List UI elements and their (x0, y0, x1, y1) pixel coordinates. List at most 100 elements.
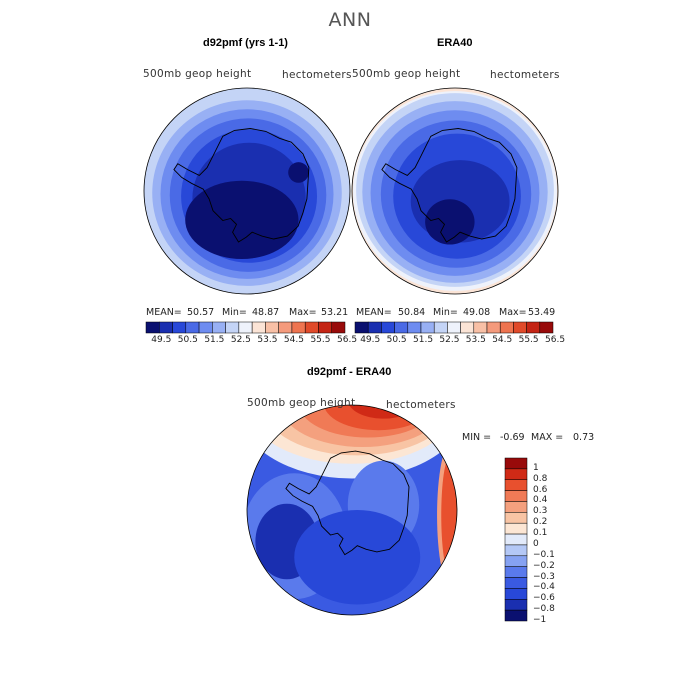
panel1-min-label: Min= (222, 307, 247, 318)
panel1-mean-value: 50.57 (187, 307, 215, 318)
panel2-map-border (351, 87, 559, 295)
panel2-max-label: Max= (499, 307, 527, 318)
colorbar-swatch (354, 321, 369, 334)
colorbar-tick-label: −0.1 (533, 549, 555, 560)
colorbar-tick-label: 50.5 (386, 335, 407, 345)
colorbar-tick-label: 51.5 (413, 335, 434, 345)
colorbar-tick-label: 50.5 (177, 335, 198, 345)
colorbar-swatch (504, 609, 528, 622)
colorbar-swatch (145, 321, 160, 334)
panel3-coastline (285, 450, 410, 556)
panel1-units-label: hectometers (282, 69, 352, 81)
panel1-variable-label: 500mb geop height (143, 68, 252, 80)
panel1-mean-label: MEAN= (146, 307, 182, 318)
colorbar-tick-label: 0.4 (533, 495, 548, 506)
panel2-map (351, 87, 559, 295)
colorbar-swatch (304, 321, 319, 334)
colorbar-swatch (185, 321, 200, 334)
panel2-mean-value: 50.84 (398, 307, 426, 318)
colorbar-swatch (367, 321, 382, 334)
colorbar-swatch (159, 321, 173, 334)
panel2-low-center (425, 199, 475, 245)
panel2-variable-label: 500mb geop height (352, 68, 461, 80)
panel3-variable-label: 500mb geop height (247, 397, 356, 409)
colorbar-swatch (504, 599, 528, 611)
colorbar-tick-label: 54.5 (492, 335, 513, 345)
page-title: ANN (328, 9, 372, 31)
panel3-max-label: MAX = (531, 432, 564, 443)
colorbar-swatch (225, 321, 240, 334)
colorbar-swatch (504, 512, 528, 524)
colorbar-tick-label: 56.5 (337, 335, 358, 345)
colorbar-tick-label: 0.3 (533, 506, 548, 517)
panel2-units-label: hectometers (490, 69, 560, 81)
panel3-units-label: hectometers (386, 399, 456, 411)
panel1-map-border (143, 87, 351, 295)
panel2-coastline (381, 128, 518, 243)
colorbar-tick-label: 53.5 (257, 335, 278, 345)
colorbar-tick-label: 52.5 (439, 335, 460, 345)
colorbar-tick-label: 55.5 (518, 335, 539, 345)
panel3-min-value: -0.69 (500, 432, 525, 443)
colorbar-swatch (504, 479, 528, 491)
panel2-title: ERA40 (437, 37, 473, 49)
colorbar-swatch (407, 321, 422, 334)
panel1-max-value: 53.21 (321, 307, 349, 318)
panel1-max-label: Max= (289, 307, 317, 318)
panel3-title: d92pmf - ERA40 (307, 366, 392, 378)
colorbar-swatch (504, 501, 528, 513)
colorbar-swatch (251, 321, 266, 334)
colorbar-tick-label: −0.8 (533, 604, 555, 615)
colorbar-swatch (473, 321, 488, 334)
colorbar-tick-label: 0.1 (533, 528, 548, 539)
colorbar-swatch (394, 321, 409, 334)
colorbar-tick-label: 53.5 (465, 335, 486, 345)
colorbar-swatch (504, 490, 528, 502)
colorbar-swatch (291, 321, 306, 334)
colorbar-swatch (331, 321, 346, 334)
panel2-max-value: 53.49 (528, 307, 556, 318)
colorbar-swatch (420, 321, 435, 334)
colorbar-swatch (212, 321, 226, 334)
colorbar-swatch (539, 321, 554, 334)
colorbar-tick-label: 0.6 (533, 484, 548, 495)
colorbar-tick-label: −1 (533, 615, 547, 625)
colorbar-swatch (172, 321, 187, 334)
panel3-contour (294, 510, 421, 605)
colorbar-swatch (504, 566, 528, 578)
colorbar-tick-label: 0 (533, 538, 539, 549)
colorbar-swatch (198, 321, 213, 334)
colorbar-tick-label: 56.5 (545, 335, 566, 345)
colorbar-swatch (504, 468, 528, 480)
colorbar-swatch (447, 321, 461, 334)
colorbar-tick-label: 0.2 (533, 517, 548, 528)
colorbar-tick-label: −0.4 (533, 582, 555, 593)
panel3-map-border (246, 404, 458, 616)
colorbar-tick-label: 0.8 (533, 473, 548, 484)
panel1-low-center (288, 162, 309, 183)
colorbar-tick-label: 55.5 (310, 335, 331, 345)
colorbar-swatch (513, 321, 527, 334)
colorbar-swatch (499, 321, 514, 334)
colorbar-swatch (318, 321, 332, 334)
colorbar-tick-label: 1 (533, 462, 539, 473)
panel3-min-label: MIN = (462, 432, 492, 443)
panel1-colorbar (145, 321, 346, 334)
panel2-min-label: Min= (433, 307, 458, 318)
panel1-title: d92pmf (yrs 1-1) (203, 37, 288, 49)
panel1-low-center (185, 180, 299, 259)
panel2-min-value: 49.08 (463, 307, 491, 318)
colorbar-tick-label: −0.6 (533, 593, 555, 604)
colorbar-swatch (278, 321, 293, 334)
colorbar-tick-label: 51.5 (204, 335, 225, 345)
colorbar-swatch (381, 321, 395, 334)
colorbar-tick-label: −0.3 (533, 571, 555, 582)
colorbar-swatch (504, 588, 528, 600)
panel1-map (143, 87, 351, 295)
panel2-mean-label: MEAN= (356, 307, 392, 318)
colorbar-tick-label: 54.5 (283, 335, 304, 345)
panel3-colorbar (504, 457, 528, 622)
colorbar-tick-label: 52.5 (230, 335, 251, 345)
